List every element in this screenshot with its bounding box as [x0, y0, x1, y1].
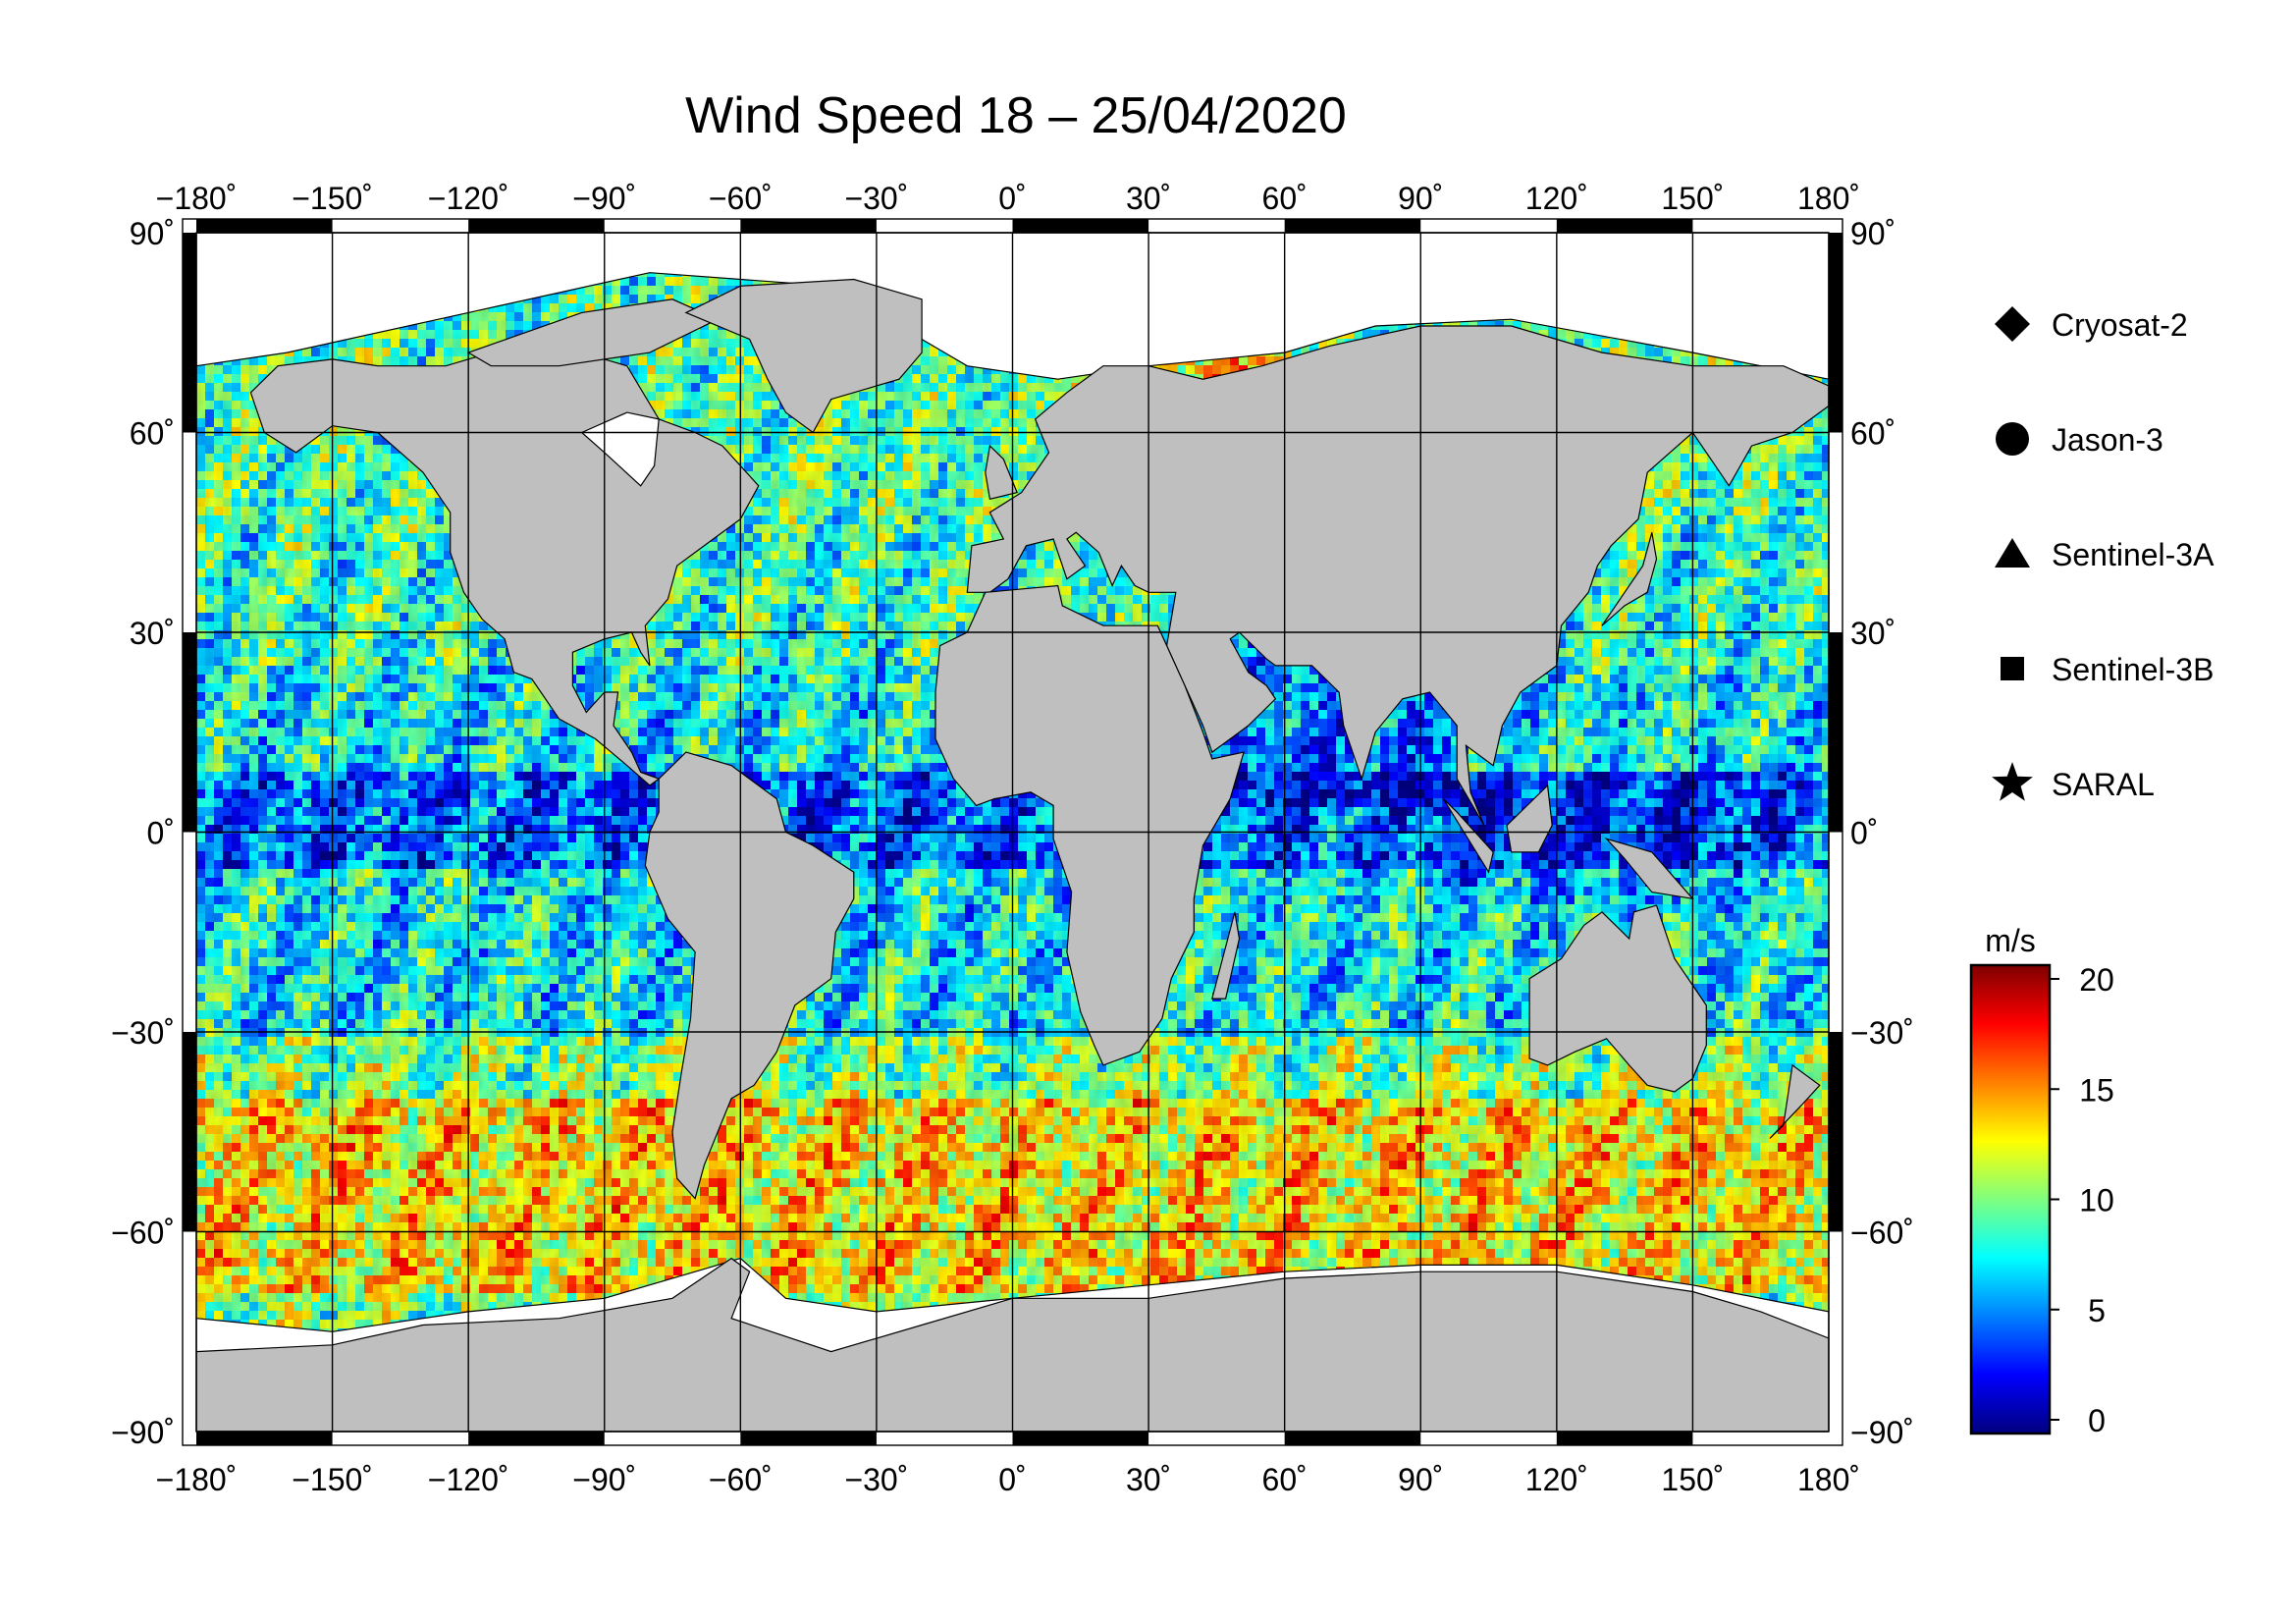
lat-tick-label-right: 60˚	[1850, 416, 1896, 452]
borneo-land	[1506, 784, 1553, 853]
star-icon	[1992, 762, 2033, 801]
diamond-icon	[1995, 306, 2030, 342]
colorbar-tick-label: 20	[2079, 962, 2114, 998]
satellite-legend-label: Jason-3	[2052, 422, 2163, 458]
lon-tick-label-top: −90˚	[572, 181, 636, 216]
lon-tick-label-bottom: 60˚	[1262, 1462, 1308, 1497]
satellite-legend-label: SARAL	[2052, 767, 2155, 802]
frame-segment	[183, 1032, 196, 1232]
lat-tick-label-right: −60˚	[1850, 1216, 1914, 1251]
colorbar-tick-label: 0	[2088, 1403, 2106, 1438]
lat-tick-label-left: −30˚	[111, 1015, 175, 1051]
lon-tick-label-top: 0˚	[998, 181, 1026, 216]
lat-tick-label-right: 90˚	[1850, 216, 1896, 251]
lat-tick-label-left: 30˚	[130, 616, 175, 651]
lon-tick-label-bottom: −180˚	[156, 1462, 238, 1497]
frame-segment	[1556, 219, 1693, 233]
lon-tick-label-top: −30˚	[844, 181, 908, 216]
colorbar-tick-label: 5	[2088, 1293, 2106, 1328]
lon-tick-label-top: −150˚	[292, 181, 373, 216]
frame-segment	[468, 1432, 605, 1445]
frame-segment	[468, 219, 605, 233]
frame-segment	[1556, 1432, 1693, 1445]
lon-tick-label-top: −120˚	[428, 181, 509, 216]
lon-tick-label-bottom: 0˚	[998, 1462, 1026, 1497]
lon-tick-label-bottom: −150˚	[292, 1462, 373, 1497]
lon-tick-label-top: 180˚	[1797, 181, 1860, 216]
triangle-icon	[1995, 538, 2030, 568]
greenland-land	[684, 278, 923, 434]
frame-segment	[196, 219, 333, 233]
colorbar: m/s 20 15 10 5 0	[1969, 923, 2114, 1438]
frame-segment	[1829, 632, 1842, 833]
satellite-legend-label: Sentinel-3B	[2052, 652, 2214, 687]
frame-segment	[740, 219, 877, 233]
satellite-legend: Cryosat-2 Jason-3 Sentinel-3A Sentinel-3B SA…	[1992, 306, 2215, 802]
lon-tick-label-bottom: 150˚	[1661, 1462, 1724, 1497]
lat-tick-label-right: −30˚	[1850, 1015, 1914, 1051]
frame-segment	[196, 1432, 333, 1445]
lon-tick-label-top: −180˚	[156, 181, 238, 216]
lat-tick-label-right: −90˚	[1850, 1415, 1914, 1450]
lat-tick-label-right: 30˚	[1850, 616, 1896, 651]
map-title: Wind Speed 18 – 25/04/2020	[0, 86, 2032, 145]
square-icon	[2001, 657, 2024, 680]
lon-tick-label-bottom: −60˚	[709, 1462, 773, 1497]
australia-land	[1528, 904, 1707, 1093]
lon-tick-label-top: −60˚	[709, 181, 773, 216]
lon-tick-label-bottom: 90˚	[1398, 1462, 1443, 1497]
lon-tick-label-top: 150˚	[1661, 181, 1724, 216]
frame-segment	[740, 1432, 877, 1445]
lon-tick-label-top: 90˚	[1398, 181, 1443, 216]
axis-tick-labels: −180˚ −180˚ −150˚ −150˚ −120˚ −120˚ −90˚ −90˚ −6…	[111, 181, 1914, 1497]
lon-tick-label-bottom: −90˚	[572, 1462, 636, 1497]
colorbar-gradient	[1969, 963, 2052, 1435]
lon-tick-label-bottom: 180˚	[1797, 1462, 1860, 1497]
colorbar-tick-label: 15	[2079, 1072, 2114, 1108]
lon-tick-label-bottom: 120˚	[1525, 1462, 1588, 1497]
lon-tick-label-bottom: 30˚	[1126, 1462, 1171, 1497]
south-america-land	[644, 751, 855, 1200]
colorbar-unit-label: m/s	[1985, 923, 2036, 958]
frame-segment	[1284, 1432, 1421, 1445]
circle-icon	[1996, 422, 2029, 456]
lat-tick-label-left: 0˚	[147, 816, 175, 851]
lon-tick-label-bottom: −120˚	[428, 1462, 509, 1497]
lat-tick-label-left: −60˚	[111, 1216, 175, 1251]
frame-segment	[1829, 1032, 1842, 1232]
lon-tick-label-top: 60˚	[1262, 181, 1308, 216]
new-guinea-land	[1604, 838, 1694, 900]
frame-segment	[183, 632, 196, 833]
colorbar-tick-label: 10	[2079, 1183, 2114, 1218]
frame-segment	[1012, 219, 1149, 233]
frame-segment	[183, 233, 196, 433]
lon-tick-label-top: 120˚	[1525, 181, 1588, 216]
lat-tick-label-left: −90˚	[111, 1415, 175, 1450]
japan-land	[1601, 532, 1658, 626]
lon-tick-label-top: 30˚	[1126, 181, 1171, 216]
canadian-arctic-islands	[466, 298, 720, 367]
lat-tick-label-left: 60˚	[130, 416, 175, 452]
new-zealand-land	[1769, 1063, 1821, 1139]
frame-segment	[1284, 219, 1421, 233]
lon-tick-label-bottom: −30˚	[844, 1462, 908, 1497]
satellite-legend-label: Cryosat-2	[2052, 307, 2188, 343]
madagascar-land	[1211, 911, 1241, 1000]
satellite-legend-label: Sentinel-3A	[2052, 537, 2215, 572]
sumatra-land	[1442, 798, 1494, 874]
frame-segment	[1829, 233, 1842, 433]
lat-tick-label-left: 90˚	[130, 216, 175, 251]
map-frame	[182, 218, 1843, 1446]
lat-tick-label-right: 0˚	[1850, 816, 1878, 851]
frame-segment	[1012, 1432, 1149, 1445]
